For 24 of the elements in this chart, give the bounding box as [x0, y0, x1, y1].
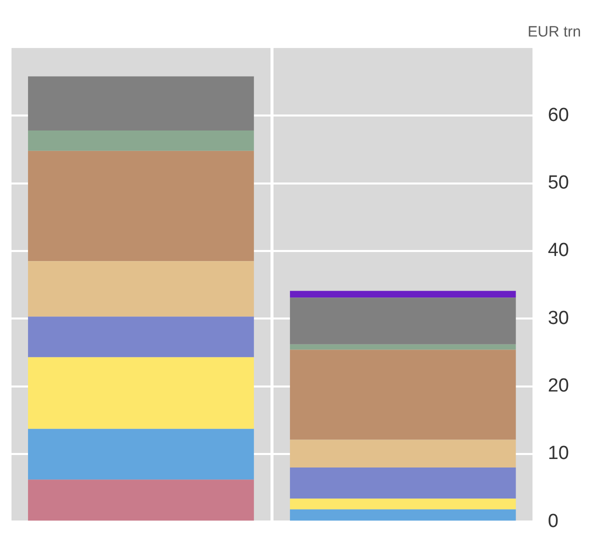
bar — [290, 344, 516, 350]
bar — [290, 290, 516, 298]
bar — [290, 440, 516, 468]
y-tick-label: 50 — [548, 172, 570, 194]
bar — [28, 261, 254, 317]
y-tick-label: 40 — [548, 240, 570, 262]
bar — [28, 76, 254, 131]
bar — [28, 357, 254, 429]
y-axis-title: EUR trn — [528, 24, 581, 41]
y-tick-label: 30 — [548, 308, 570, 329]
y-tick-label: 10 — [548, 443, 570, 464]
bar — [28, 428, 254, 480]
bar — [28, 480, 254, 521]
bar — [28, 316, 254, 358]
y-tick-label: 0 — [548, 510, 558, 532]
y-tick-label: 60 — [548, 104, 570, 126]
bar — [290, 298, 516, 344]
bar — [28, 130, 254, 151]
bar — [290, 498, 516, 510]
y-tick-label: 20 — [548, 376, 570, 397]
bar — [290, 350, 516, 440]
bar — [290, 467, 516, 499]
bar — [290, 509, 516, 521]
bar — [28, 150, 254, 262]
